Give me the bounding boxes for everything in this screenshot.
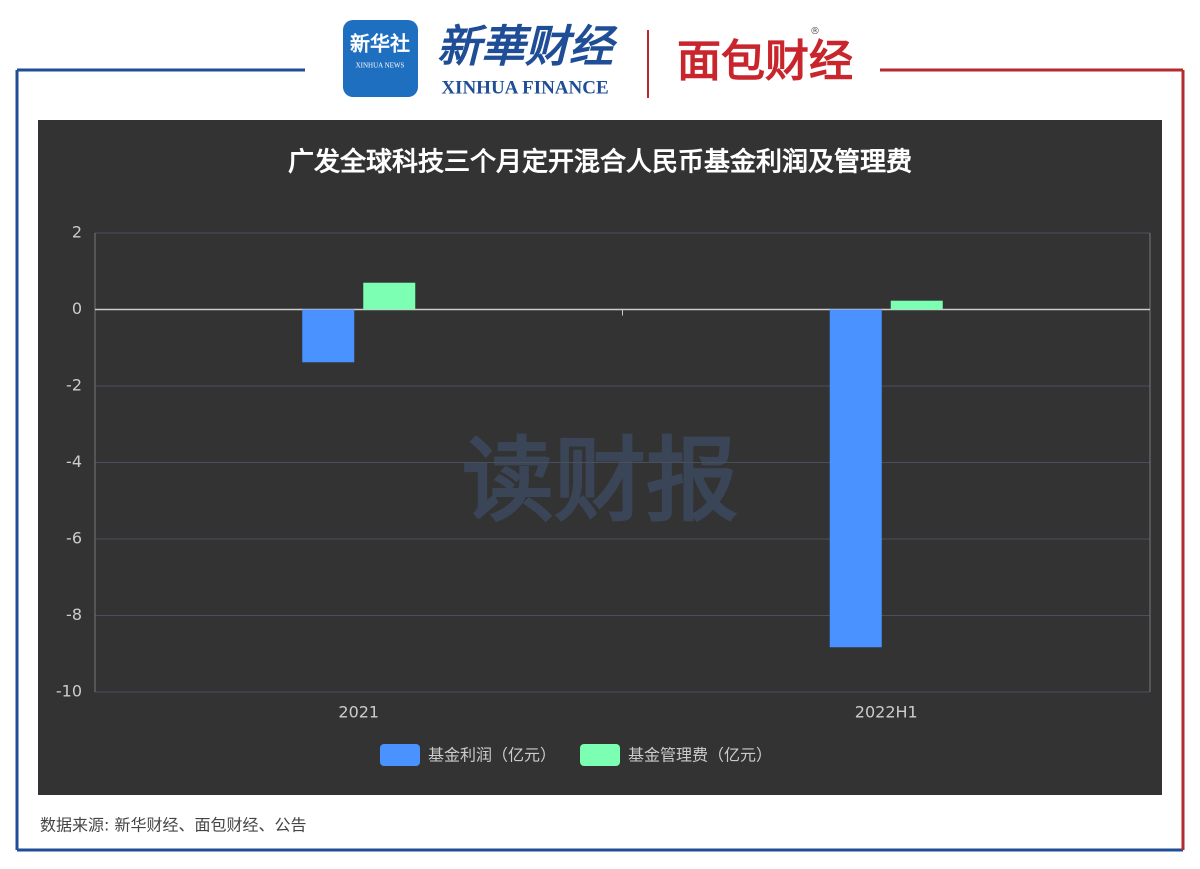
x-tick-label: 2021 xyxy=(338,703,379,722)
chart-title: 广发全球科技三个月定开混合人民币基金利润及管理费 xyxy=(288,147,912,178)
logo-sub: XINHUA NEWS xyxy=(356,62,405,70)
y-tick-label: -6 xyxy=(66,529,82,548)
brand-sub: XINHUA FINANCE xyxy=(441,77,608,98)
legend-swatch xyxy=(580,744,621,766)
logo-text: 新华社 xyxy=(350,32,410,56)
partner: 面包财经 xyxy=(677,36,853,87)
logo-mark xyxy=(343,20,418,97)
y-tick-label: -8 xyxy=(66,605,82,624)
y-tick-label: 2 xyxy=(72,223,82,242)
legend-label: 基金利润（亿元） xyxy=(428,746,556,765)
bar xyxy=(829,309,882,648)
legend-swatch xyxy=(380,744,420,766)
legend-label: 基金管理费（亿元） xyxy=(628,746,772,765)
y-tick-label: -4 xyxy=(66,452,82,471)
bar xyxy=(363,282,416,310)
source: 数据来源: 新华财经、面包财经、公告 xyxy=(40,816,306,835)
watermark: 读财报 xyxy=(462,427,738,534)
bar xyxy=(302,309,355,363)
y-tick-label: 0 xyxy=(72,299,82,318)
y-tick-label: -10 xyxy=(56,682,82,701)
bar xyxy=(890,300,943,310)
y-tick-label: -2 xyxy=(66,376,82,395)
brand: 新華财经 xyxy=(437,22,618,73)
x-tick-label: 2022H1 xyxy=(855,703,918,722)
registered: ® xyxy=(810,26,820,37)
